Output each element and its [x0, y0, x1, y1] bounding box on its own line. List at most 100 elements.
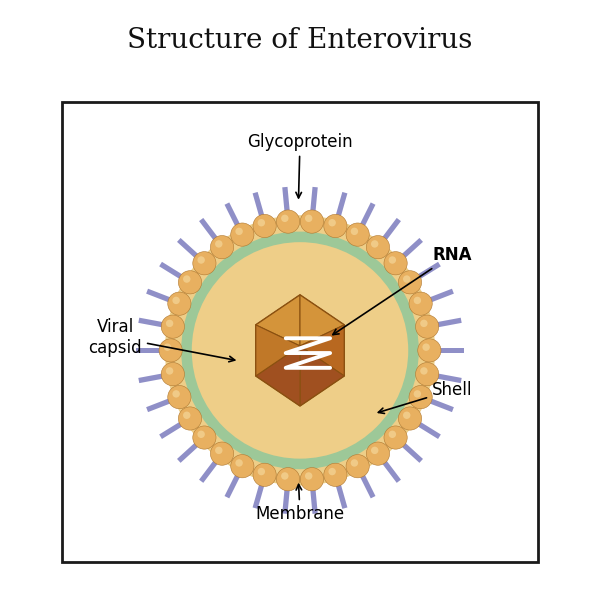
Circle shape	[231, 223, 254, 246]
Polygon shape	[199, 460, 218, 483]
Polygon shape	[282, 488, 290, 514]
Polygon shape	[253, 192, 265, 218]
Polygon shape	[310, 488, 318, 514]
Circle shape	[403, 412, 410, 419]
Circle shape	[416, 315, 439, 338]
Circle shape	[231, 455, 254, 478]
Circle shape	[183, 412, 190, 419]
Circle shape	[418, 339, 441, 362]
Circle shape	[159, 339, 182, 362]
Circle shape	[420, 320, 428, 327]
Circle shape	[257, 219, 265, 226]
Circle shape	[183, 275, 190, 283]
Polygon shape	[224, 202, 241, 227]
Circle shape	[403, 275, 410, 283]
Polygon shape	[382, 218, 401, 241]
Circle shape	[371, 240, 379, 248]
Circle shape	[409, 386, 432, 409]
Circle shape	[324, 463, 347, 487]
Circle shape	[281, 215, 289, 222]
Polygon shape	[359, 202, 376, 227]
Polygon shape	[256, 346, 300, 406]
Circle shape	[165, 215, 435, 485]
Polygon shape	[310, 187, 318, 212]
Polygon shape	[282, 187, 290, 212]
Polygon shape	[428, 289, 454, 303]
Circle shape	[193, 251, 216, 275]
Circle shape	[166, 320, 173, 327]
Circle shape	[371, 446, 379, 454]
Circle shape	[305, 215, 313, 222]
Circle shape	[235, 227, 243, 235]
Polygon shape	[300, 346, 344, 406]
Polygon shape	[382, 460, 401, 483]
Circle shape	[181, 232, 419, 469]
Polygon shape	[416, 262, 441, 280]
Polygon shape	[335, 483, 347, 509]
Circle shape	[235, 459, 243, 467]
Polygon shape	[177, 238, 199, 259]
Circle shape	[324, 214, 347, 238]
Polygon shape	[436, 317, 461, 328]
Circle shape	[215, 240, 223, 248]
Circle shape	[277, 210, 299, 233]
Circle shape	[301, 467, 323, 491]
Circle shape	[305, 472, 313, 479]
Circle shape	[253, 214, 276, 238]
Circle shape	[422, 343, 430, 351]
Circle shape	[192, 242, 408, 458]
Circle shape	[350, 459, 358, 467]
Polygon shape	[146, 289, 172, 303]
Circle shape	[197, 256, 205, 264]
Circle shape	[346, 455, 369, 478]
Polygon shape	[139, 317, 164, 328]
Polygon shape	[439, 348, 464, 353]
Circle shape	[367, 442, 389, 465]
Circle shape	[328, 219, 336, 226]
Polygon shape	[401, 238, 423, 259]
Polygon shape	[300, 295, 344, 346]
Polygon shape	[359, 473, 376, 499]
Polygon shape	[436, 373, 461, 383]
Polygon shape	[253, 483, 265, 509]
Polygon shape	[256, 295, 344, 406]
Circle shape	[328, 468, 336, 475]
Circle shape	[172, 297, 180, 304]
Circle shape	[211, 442, 233, 465]
Polygon shape	[256, 295, 300, 346]
Circle shape	[277, 467, 299, 491]
Text: Shell: Shell	[379, 381, 473, 413]
Circle shape	[346, 223, 369, 246]
Text: Viral
capsid: Viral capsid	[88, 318, 235, 362]
Circle shape	[398, 407, 422, 430]
Circle shape	[161, 315, 184, 338]
Circle shape	[389, 256, 396, 264]
Polygon shape	[416, 421, 441, 439]
Circle shape	[398, 271, 422, 294]
Circle shape	[166, 367, 173, 374]
Text: Membrane: Membrane	[256, 484, 344, 523]
Circle shape	[161, 362, 184, 386]
Polygon shape	[159, 421, 184, 439]
Circle shape	[350, 227, 358, 235]
Circle shape	[367, 236, 389, 259]
Circle shape	[197, 431, 205, 438]
Circle shape	[168, 386, 191, 409]
Circle shape	[257, 468, 265, 475]
Circle shape	[389, 431, 396, 438]
Polygon shape	[199, 218, 218, 241]
Polygon shape	[139, 373, 164, 383]
Circle shape	[168, 292, 191, 315]
Circle shape	[194, 245, 406, 456]
Circle shape	[253, 463, 276, 487]
Polygon shape	[224, 473, 241, 499]
Circle shape	[413, 297, 421, 304]
Text: RNA: RNA	[333, 247, 472, 335]
Circle shape	[193, 426, 216, 449]
Circle shape	[164, 343, 171, 351]
Polygon shape	[177, 442, 199, 463]
Polygon shape	[146, 398, 172, 412]
Circle shape	[409, 292, 432, 315]
Polygon shape	[256, 325, 300, 376]
Circle shape	[172, 390, 180, 398]
